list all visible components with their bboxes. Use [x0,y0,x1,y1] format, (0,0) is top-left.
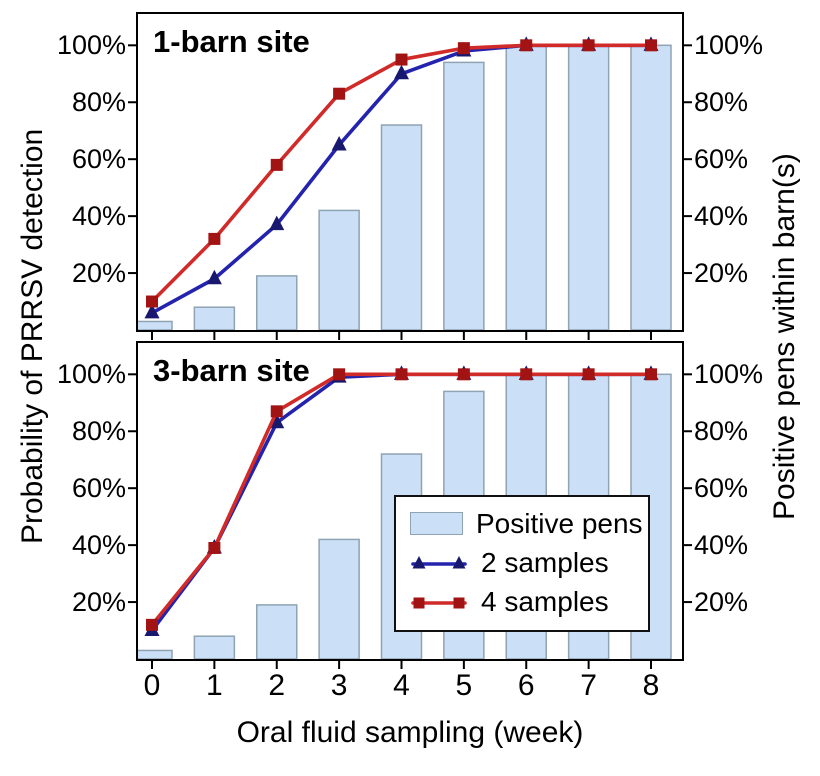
y-tick-label-right: 80% [694,416,749,447]
line-square-glyph [411,597,467,608]
legend-label-positive-pens: Positive pens [476,507,643,539]
y-tick-label-left: 80% [71,416,126,447]
panel-3-barn-site: 3-barn site Positive pens 2 samples 4 sa… [136,341,684,661]
x-tick-label: 4 [393,669,410,702]
legend-label-4-samples: 4 samples [481,585,609,617]
y-tick-label-right: 60% [694,144,749,175]
x-axis-title: Oral fluid sampling (week) [236,716,584,749]
x-tick-label: 5 [455,669,473,702]
y-tick-label-left: 40% [71,201,126,232]
x-tick-label: 2 [268,669,286,702]
x-tick-label: 8 [642,669,660,702]
y-tick-label-right: 40% [694,530,749,561]
x-tick-label: 3 [330,669,348,702]
y-tick-label-right: 20% [694,258,749,289]
y-tick-label-right: 80% [694,87,749,118]
legend-item-positive-pens: Positive pens [410,504,643,543]
legend-item-2-samples: 2 samples [410,543,638,582]
y-tick-label-left: 40% [71,530,126,561]
y-tick-label-left: 80% [71,87,126,118]
y-tick-label-left: 60% [71,473,126,504]
legend-label-2-samples: 2 samples [481,546,609,578]
line-triangle-glyph [411,555,467,568]
y-tick-label-left: 20% [71,258,126,289]
plot-1-barn-site [138,36,672,330]
x-tick-label: 6 [517,669,535,702]
y-tick-label-left: 20% [71,587,126,618]
panel-1-barn-site: 1-barn site [136,12,684,332]
x-tick-label: 0 [143,669,161,702]
panel-title-3-barn: 3-barn site [153,353,310,388]
legend-bar-swatch [410,512,463,535]
y-tick-label-left: 100% [56,30,126,61]
y-tick-label-right: 100% [694,359,764,390]
y-tick-label-right: 20% [694,587,749,618]
panel-title-1-barn: 1-barn site [153,24,310,59]
y-tick-label-right: 100% [694,30,764,61]
legend-item-4-samples: 4 samples [410,582,638,621]
legend-line-triangle-swatch [410,552,468,574]
legend: Positive pens 2 samples 4 samples [394,495,650,632]
legend-line-square-swatch [410,591,468,613]
x-tick-label: 1 [206,669,223,702]
y-tick-label-left: 100% [56,359,126,390]
y-tick-label-right: 40% [694,201,749,232]
positive-pens-swatch-box [410,512,463,535]
y-tick-label-left: 60% [71,144,126,175]
x-tick-label: 7 [580,669,597,702]
y-tick-label-right: 60% [694,473,749,504]
